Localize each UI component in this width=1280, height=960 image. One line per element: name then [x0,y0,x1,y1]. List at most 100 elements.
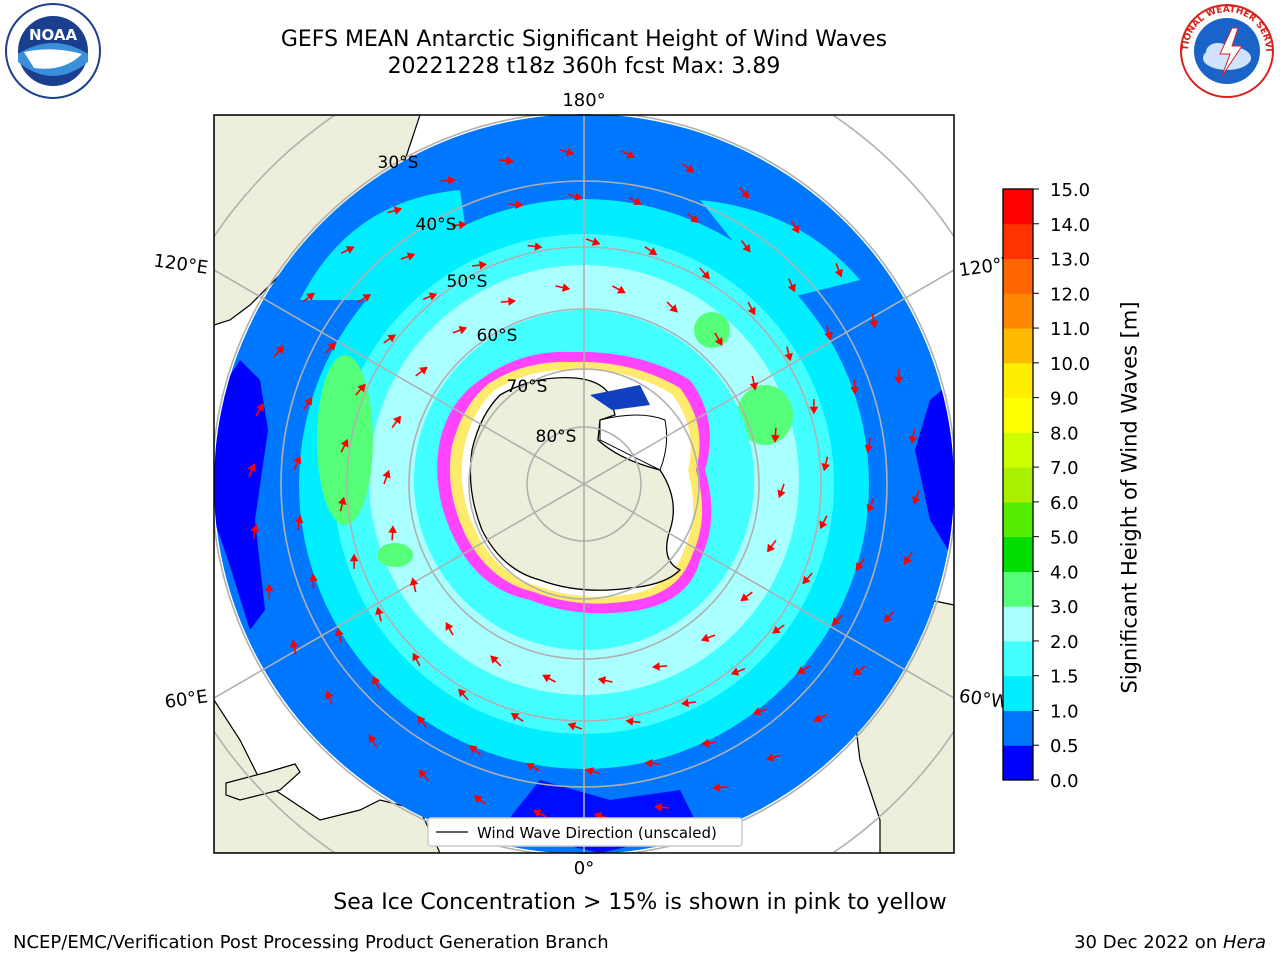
wind-arrow-head [648,247,658,256]
wind-arrow-head [387,334,396,343]
lon-label-120e: 120°E [152,250,209,278]
wind-arrow-head [382,469,391,479]
wind-arrow-head [633,197,642,205]
wind-arrow-head [417,715,426,725]
wind-arrow-head [809,406,819,415]
wind-arrow-head [883,613,892,623]
antarctica [437,351,712,614]
colorbar-tick-label: 2.0 [1050,632,1079,653]
lat-label-50s: 50°S [447,272,488,292]
wind-arrow-head [904,556,912,566]
colorbar-tick-label: 5.0 [1050,528,1079,549]
wind-arrow-head [813,714,823,722]
wind-arrow-head [834,268,843,278]
colorbar-bin [1003,571,1033,607]
wind-arrow-head [250,524,260,533]
lat-label-40s: 40°S [416,215,457,235]
wind-arrow-head [349,553,359,562]
wind-arrow-head [308,573,318,582]
wind-arrow-head [289,639,299,648]
colorbar-bin [1003,710,1033,746]
footer-date: 30 Dec 2022 on Hera [1074,932,1266,953]
wind-arrow-head [574,192,583,201]
wind-arrow-head [752,707,762,716]
wind-arrow-head [866,503,875,513]
colorbar-bin [1003,606,1033,642]
wind-arrow-head [510,712,520,721]
wind-arrow-head [850,386,860,395]
wind-arrow-head [772,625,781,634]
graticule [214,115,954,853]
colorbar-tick-label: 14.0 [1050,215,1090,236]
lat-label-80s: 80°S [536,427,577,447]
colorbar-tick-label: 6.0 [1050,493,1079,514]
wind-arrow-head [256,402,264,412]
wind-arrow-head [325,690,334,700]
colorbar: 0.0 0.5 1.0 1.5 2.0 3.0 4.0 5.0 6.0 7.0 8.0 9.0 10.0… [1002,180,1090,792]
colorbar-bin [1003,675,1033,711]
map-frame [213,114,955,854]
lat-label-70s: 70°S [507,377,548,397]
wind-arrow-head [701,270,710,280]
wind-arrow-head [908,435,918,444]
wind-arrow-head [819,520,828,530]
colorbar-bin [1003,467,1033,503]
colorbar-bin [1003,362,1033,399]
wind-arrow-head [749,382,759,391]
legend-label: Wind Wave Direction (unscaled) [477,824,717,842]
wind-arrow-head [393,206,403,215]
wind-arrow-head [368,734,377,744]
wind-arrow-head [741,189,750,199]
wind-arrow-head [406,252,416,261]
wind-arrow-head [824,331,833,341]
wind-arrow-head [685,164,695,173]
wind-arrow-head [345,246,355,254]
wind-arrow-head [654,802,662,812]
wind-arrow-head [700,633,710,642]
wind-arrow-head [777,489,786,499]
wind-arrow-head [458,688,467,698]
colorbar-tick-label: 4.0 [1050,562,1079,583]
wind-arrow-head [445,622,454,631]
colorbar-tick-label: 7.0 [1050,458,1079,479]
wind-arrow-head [652,662,660,671]
land-madagascar [225,763,301,801]
wind-arrow-head [681,698,690,708]
colorbar-tick-label: 11.0 [1050,319,1090,340]
wind-arrow-head [690,214,699,223]
wind-arrow-head [712,783,721,792]
wind-arrow-head [340,438,349,448]
wind-arrow-head [304,397,313,406]
colorbar-tick-label: 10.0 [1050,354,1090,375]
plot-title: GEFS MEAN Antarctic Significant Height o… [280,27,888,52]
wind-arrow-head [327,342,337,351]
colorbar-tick-label: 12.0 [1050,284,1090,305]
wind-arrow-head [428,292,438,301]
map-legend: Wind Wave Direction (unscaled) [427,817,743,847]
wind-arrow-head [765,753,775,762]
colorbar-bin [1003,432,1033,468]
wind-arrow-head [869,320,879,329]
wind-arrow-head [372,675,381,685]
svg-text:NOAA: NOAA [29,26,78,44]
wind-arrow-head [458,220,467,230]
wind-arrow-head [419,366,428,375]
wind-arrow-head [565,147,575,157]
lon-label-0: 0° [574,858,594,879]
wind-arrow-head [526,763,535,771]
colorbar-tick-label: 15.0 [1050,180,1090,201]
wind-arrow-head [669,304,678,313]
wind-arrow-head [771,434,780,443]
wind-arrow-head [418,769,427,779]
colorbar-frame [1002,188,1034,781]
wind-arrow-head [742,243,751,253]
wind-arrow-head [784,352,793,362]
wind-arrow-head [447,176,456,185]
colorbar-tick-label: 1.0 [1050,701,1079,722]
wind-arrow-head [821,462,830,472]
wind-arrow-head [831,617,841,626]
nws-logo: NATIONAL WEATHER SERVICE [1172,0,1278,104]
colorbar-tick-label: 13.0 [1050,250,1090,271]
wind-arrow-head [490,655,499,664]
lon-label-180: 180° [562,90,605,111]
